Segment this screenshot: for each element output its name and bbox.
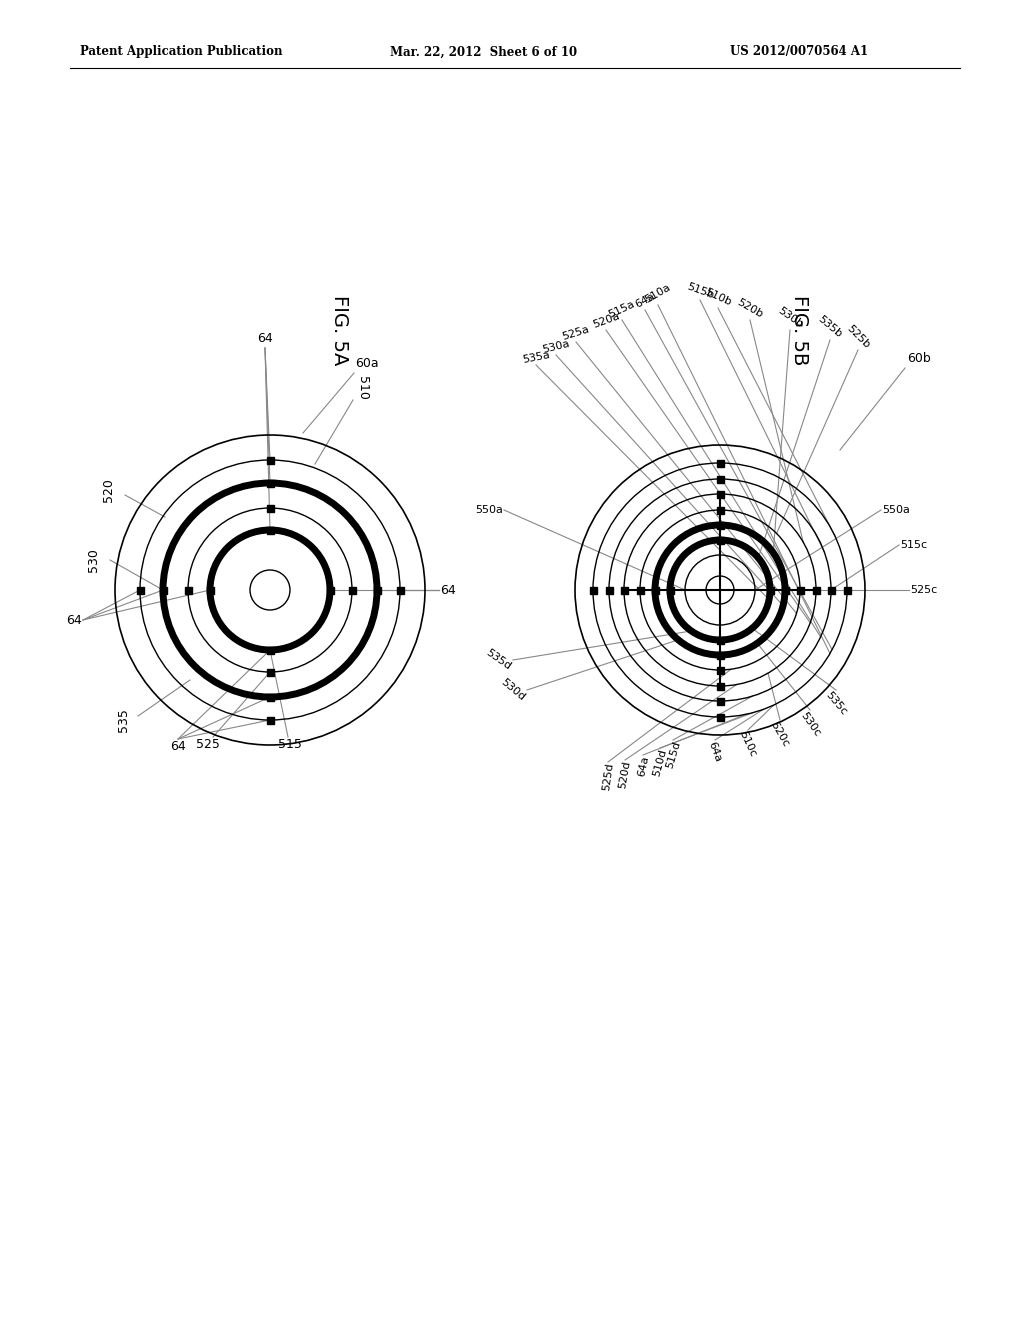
Bar (717, 475, 724, 483)
Bar (266, 668, 273, 676)
Bar (266, 693, 273, 701)
Text: 64: 64 (440, 583, 456, 597)
Bar (160, 586, 167, 594)
Text: 535c: 535c (823, 690, 849, 717)
Text: 525d: 525d (601, 762, 615, 792)
Text: 530c: 530c (798, 710, 822, 738)
Text: 64: 64 (170, 741, 186, 752)
Text: Patent Application Publication: Patent Application Publication (80, 45, 283, 58)
Text: 525a: 525a (561, 325, 591, 342)
Bar (266, 527, 273, 533)
Bar (266, 479, 273, 487)
Bar (767, 586, 773, 594)
Text: 525c: 525c (910, 585, 937, 595)
Bar (266, 647, 273, 653)
Text: 515d: 515d (665, 741, 682, 770)
Text: 510b: 510b (703, 288, 733, 308)
Bar (717, 636, 724, 644)
Bar (717, 459, 724, 466)
Text: 520b: 520b (735, 297, 765, 319)
Bar (717, 714, 724, 721)
Text: 515b: 515b (685, 281, 715, 300)
Text: 530d: 530d (499, 677, 527, 702)
Text: 510a: 510a (643, 282, 673, 305)
Text: 520c: 520c (769, 719, 792, 748)
Text: 510d: 510d (651, 748, 669, 777)
Bar (717, 667, 724, 673)
Text: 550a: 550a (475, 506, 503, 515)
Bar (667, 586, 674, 594)
Bar (266, 457, 273, 463)
Text: 525b: 525b (845, 323, 871, 350)
Text: 535d: 535d (484, 648, 513, 672)
Text: 535b: 535b (816, 314, 844, 341)
Text: 64a: 64a (636, 755, 650, 777)
Text: 530: 530 (87, 548, 100, 572)
Text: FIG. 5B: FIG. 5B (791, 294, 810, 366)
Bar (184, 586, 191, 594)
Bar (266, 717, 273, 723)
Text: 550a: 550a (882, 506, 910, 515)
Text: 535: 535 (117, 708, 130, 731)
Bar (717, 521, 724, 528)
Bar (266, 504, 273, 511)
Bar (844, 586, 851, 594)
Text: 515: 515 (279, 738, 302, 751)
Bar (781, 586, 788, 594)
Bar (348, 586, 355, 594)
Bar (717, 536, 724, 544)
Bar (590, 586, 597, 594)
Text: 525: 525 (196, 738, 220, 751)
Bar (717, 682, 724, 689)
Text: 530b: 530b (775, 306, 804, 330)
Bar (396, 586, 403, 594)
Text: 520: 520 (102, 478, 115, 502)
Text: FIG. 5A: FIG. 5A (331, 294, 349, 366)
Text: 520d: 520d (617, 760, 633, 789)
Bar (605, 586, 612, 594)
Text: 60a: 60a (355, 356, 379, 370)
Bar (207, 586, 213, 594)
Bar (621, 586, 628, 594)
Text: 530a: 530a (542, 338, 570, 355)
Text: US 2012/0070564 A1: US 2012/0070564 A1 (730, 45, 868, 58)
Bar (797, 586, 804, 594)
Bar (374, 586, 381, 594)
Bar (637, 586, 643, 594)
Bar (812, 586, 819, 594)
Text: 515c: 515c (900, 540, 927, 550)
Text: 520a: 520a (591, 312, 621, 330)
Bar (827, 586, 835, 594)
Text: 515a: 515a (607, 300, 637, 319)
Bar (136, 586, 143, 594)
Text: Mar. 22, 2012  Sheet 6 of 10: Mar. 22, 2012 Sheet 6 of 10 (390, 45, 578, 58)
Text: 64: 64 (67, 614, 82, 627)
Bar (717, 491, 724, 498)
Text: 64: 64 (257, 333, 272, 345)
Bar (327, 586, 334, 594)
Text: 510c: 510c (737, 730, 758, 759)
Bar (717, 697, 724, 705)
Bar (717, 507, 724, 513)
Text: 535a: 535a (521, 350, 551, 366)
Bar (651, 586, 658, 594)
Text: 64a: 64a (634, 292, 656, 310)
Text: 64a: 64a (707, 741, 723, 763)
Bar (717, 652, 724, 659)
Text: 510: 510 (356, 376, 369, 400)
Text: 60b: 60b (907, 352, 931, 366)
